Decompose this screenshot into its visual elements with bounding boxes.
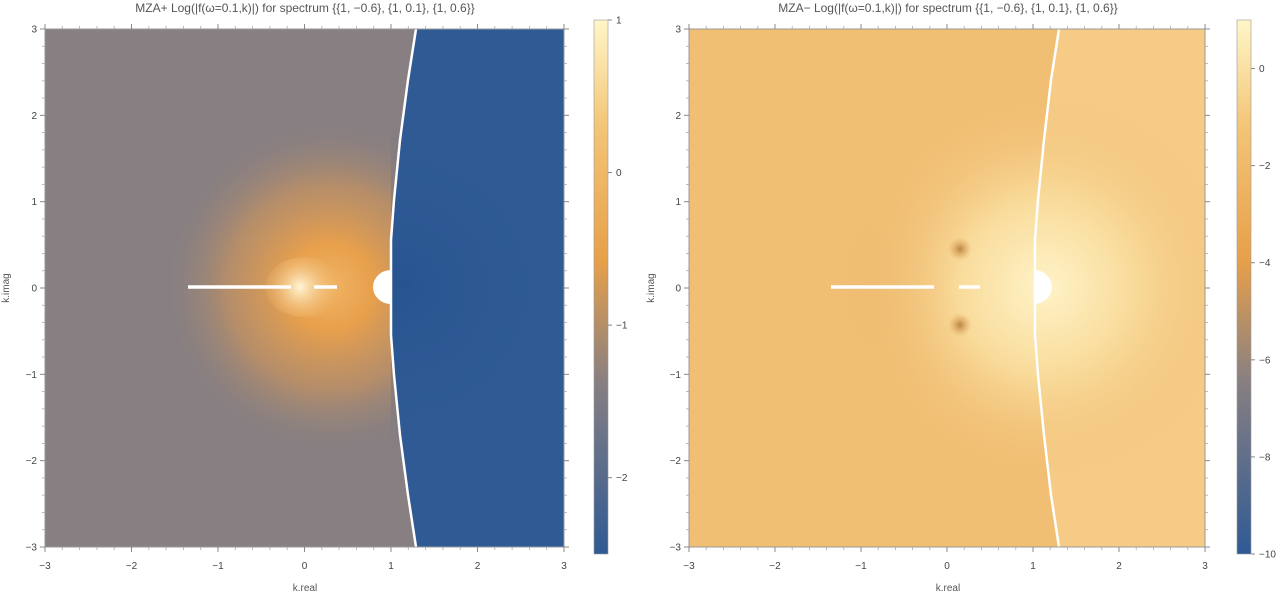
x-tick-label: 2 bbox=[1116, 561, 1122, 572]
colorbar-tick-label: 0 bbox=[616, 168, 622, 179]
chart-left-ylabel: k.imag bbox=[1, 273, 12, 302]
x-tick-label: 3 bbox=[561, 561, 567, 572]
colorbar-tick-label: 1 bbox=[616, 16, 622, 27]
zero-lower bbox=[948, 313, 972, 337]
y-tick-label: 1 bbox=[31, 197, 37, 208]
colorbar-tick-label: −10 bbox=[1259, 550, 1276, 561]
chart-left-heatmap bbox=[45, 29, 564, 547]
colorbar-tick-label: −1 bbox=[616, 321, 628, 332]
y-tick-label: 2 bbox=[675, 111, 681, 122]
chart-left-colorbar bbox=[593, 19, 609, 555]
x-tick-label: −3 bbox=[39, 561, 51, 572]
chart-right-heatmap bbox=[689, 29, 1205, 547]
colorbar-tick-label: −4 bbox=[1259, 258, 1271, 269]
y-tick-label: 0 bbox=[31, 284, 37, 295]
x-tick-label: −2 bbox=[769, 561, 781, 572]
heatmap-bright-core bbox=[845, 87, 1205, 487]
x-tick-label: 1 bbox=[388, 561, 394, 572]
x-tick-label: 0 bbox=[302, 561, 308, 572]
y-tick-label: −1 bbox=[26, 370, 38, 381]
heatmap-hot-core bbox=[265, 257, 345, 317]
colorbar-tick-label: −8 bbox=[1259, 452, 1271, 463]
pole-disc bbox=[373, 270, 391, 304]
chart-left: MZA+ Log(|f(ω=0.1,k)|) for spectrum {{1,… bbox=[1, 1, 628, 594]
x-tick-label: −1 bbox=[212, 561, 224, 572]
chart-left-xlabel: k.real bbox=[293, 583, 317, 594]
chart-right-xlabel: k.real bbox=[936, 583, 960, 594]
x-tick-label: 2 bbox=[475, 561, 481, 572]
colorbar-tick-label: −2 bbox=[1259, 161, 1271, 172]
chart-right-colorbar bbox=[1236, 19, 1252, 555]
y-tick-label: 0 bbox=[675, 284, 681, 295]
chart-right-title: MZA− Log(|f(ω=0.1,k)|) for spectrum {{1,… bbox=[778, 1, 1117, 15]
chart-left-title: MZA+ Log(|f(ω=0.1,k)|) for spectrum {{1,… bbox=[135, 1, 474, 15]
y-tick-label: −3 bbox=[26, 543, 38, 554]
x-tick-label: −3 bbox=[683, 561, 695, 572]
chart-left-axes: −3 −2 −1 0 1 2 3 −3 −2 −1 0 1 2 3 bbox=[26, 24, 569, 572]
x-tick-label: 1 bbox=[1030, 561, 1036, 572]
colorbar-tick-label: 0 bbox=[1259, 64, 1265, 75]
y-tick-label: 3 bbox=[675, 25, 681, 36]
y-tick-label: −2 bbox=[670, 456, 682, 467]
chart-right-ylabel: k.imag bbox=[646, 273, 657, 302]
chart-right: MZA− Log(|f(ω=0.1,k)|) for spectrum {{1,… bbox=[646, 1, 1276, 594]
y-tick-label: 3 bbox=[31, 25, 37, 36]
y-tick-label: −2 bbox=[26, 456, 38, 467]
x-tick-label: −1 bbox=[855, 561, 867, 572]
y-tick-label: −1 bbox=[670, 370, 682, 381]
heatmap-blue-shade bbox=[391, 29, 564, 547]
x-tick-label: 0 bbox=[944, 561, 950, 572]
pole-disc bbox=[1034, 270, 1052, 304]
chart-right-axes: −3 −2 −1 0 1 2 3 −3 −2 −1 0 1 2 3 bbox=[670, 24, 1210, 572]
y-tick-label: −3 bbox=[670, 543, 682, 554]
colorbar-tick-label: −2 bbox=[616, 473, 628, 484]
x-tick-label: −2 bbox=[126, 561, 138, 572]
y-tick-label: 1 bbox=[675, 197, 681, 208]
zero-upper bbox=[948, 237, 972, 261]
chart-left-colorbar-ticks: −2 −1 0 1 bbox=[608, 16, 628, 484]
chart-right-colorbar-ticks: −10 −8 −6 −4 −2 0 bbox=[1251, 64, 1276, 561]
y-tick-label: 2 bbox=[31, 111, 37, 122]
colorbar-tick-label: −6 bbox=[1259, 355, 1271, 366]
x-tick-label: 3 bbox=[1202, 561, 1208, 572]
